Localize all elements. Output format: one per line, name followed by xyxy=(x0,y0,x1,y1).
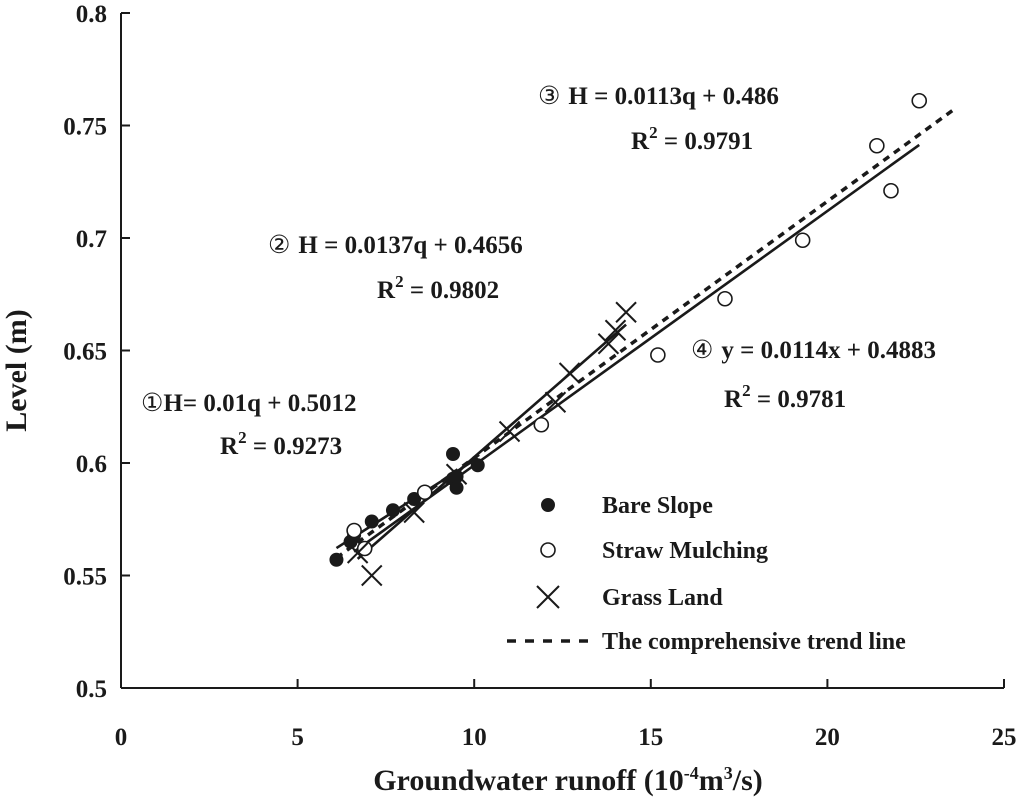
x-tick-label: 0 xyxy=(115,724,128,751)
grass-land-point xyxy=(597,333,620,355)
grass-land-point xyxy=(346,542,369,564)
bare-slope-point xyxy=(407,492,422,506)
straw-mulching-point xyxy=(346,522,362,539)
legend: Bare Slope Straw Mulching Grass Land The co… xyxy=(507,493,906,655)
grass-land-point xyxy=(361,564,383,587)
legend-cross-marker xyxy=(536,585,560,609)
y-tick-label: 0.6 xyxy=(76,451,107,478)
legend-item: The comprehensive trend line xyxy=(507,629,906,655)
grass-land-point xyxy=(558,362,581,384)
straw-mulching-point xyxy=(650,347,666,363)
straw-mulching-point xyxy=(794,232,811,249)
bare-slope-point xyxy=(449,480,464,495)
y-tick-label: 0.75 xyxy=(63,114,107,141)
grass-land-point xyxy=(544,391,567,413)
data-points xyxy=(329,92,928,587)
bare-slope-fit-equation: ①H= 0.01q + 0.5012 xyxy=(141,390,357,417)
bare-slope-point xyxy=(385,503,400,518)
legend-label: Grass Land xyxy=(602,585,723,611)
grass-land-point xyxy=(604,319,627,341)
comprehensive-fit-r-squared: R2 = 0.9781 xyxy=(724,381,846,413)
bare-slope-point xyxy=(364,514,379,529)
y-axis-title: Level (m) xyxy=(0,309,33,431)
y-tick-label: 0.5 xyxy=(76,676,107,703)
legend-item: Straw Mulching xyxy=(540,538,768,564)
legend-filled-circle-marker xyxy=(541,498,555,512)
bare-slope-point xyxy=(470,458,485,473)
grass-land-point xyxy=(403,501,425,524)
legend-label: The comprehensive trend line xyxy=(602,629,906,655)
straw-mulching-point xyxy=(416,484,433,501)
straw-mulching-point xyxy=(356,540,373,557)
comprehensive-fit-line xyxy=(335,107,956,560)
x-axis-title: Groundwater runoff (10-4m3/s) xyxy=(373,763,763,797)
bare-slope-point xyxy=(449,469,464,484)
x-tick-label: 10 xyxy=(462,724,487,751)
straw-mulching-fit-r-squared: R2 = 0.9791 xyxy=(631,123,753,155)
x-tick-label: 5 xyxy=(291,724,304,751)
bare-slope-point xyxy=(446,447,461,461)
straw-mulching-point xyxy=(911,92,928,109)
x-tick-label: 15 xyxy=(638,724,663,751)
legend-item: Grass Land xyxy=(536,585,723,611)
bare-slope-fit-r-squared: R2 = 0.9273 xyxy=(220,428,342,460)
y-tick-label: 0.7 xyxy=(76,226,107,253)
grass-land-point xyxy=(445,463,468,485)
y-tick-label: 0.55 xyxy=(63,564,107,591)
bare-slope-point xyxy=(329,552,344,567)
legend-open-circle-marker xyxy=(540,542,556,558)
legend-item: Bare Slope xyxy=(541,493,713,519)
y-tick-label: 0.65 xyxy=(63,339,107,366)
straw-mulching-point xyxy=(533,416,550,433)
equation-annotations: ①H= 0.01q + 0.5012 R2 = 0.9273 ② H = 0.0137… xyxy=(141,83,936,460)
straw-mulching-point xyxy=(883,182,899,199)
straw-mulching-point xyxy=(717,290,733,307)
x-tick-label: 25 xyxy=(992,724,1017,751)
y-tick-label: 0.8 xyxy=(76,1,107,28)
grass-land-fit-r-squared: R2 = 0.9802 xyxy=(377,272,499,304)
grass-land-fit-line xyxy=(356,323,627,560)
grass-land-point xyxy=(498,420,521,443)
grass-land-point xyxy=(615,301,637,323)
legend-label: Straw Mulching xyxy=(602,538,768,564)
legend-label: Bare Slope xyxy=(602,493,713,519)
x-tick-label: 20 xyxy=(815,724,840,751)
straw-mulching-point xyxy=(869,137,885,154)
